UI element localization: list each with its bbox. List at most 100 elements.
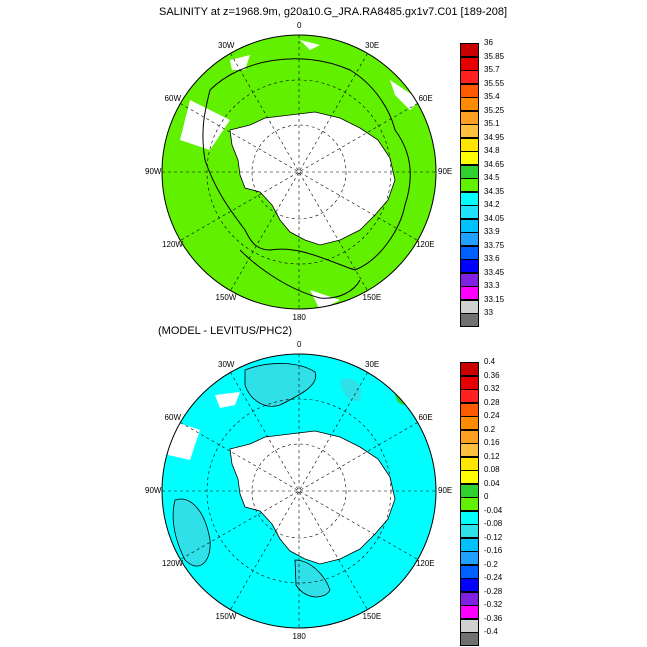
longitude-label: 90W [145, 486, 162, 495]
top-rim-patch [390, 80, 420, 110]
top-rim-patch [310, 290, 340, 309]
longitude-label: 30W [218, 359, 235, 369]
colorbar-swatch [460, 178, 479, 192]
colorbar-swatch [460, 497, 479, 511]
colorbar-label: -0.24 [484, 573, 503, 582]
bottom-coastline [229, 430, 396, 565]
longitude-label: 120E [415, 559, 435, 568]
colorbar-label: 34.65 [484, 159, 505, 169]
colorbar-swatch [460, 605, 479, 619]
bottom-contour [172, 498, 211, 567]
colorbar-label: 34.5 [484, 173, 500, 182]
colorbar-label: 34.95 [484, 132, 505, 142]
colorbar-swatch [460, 299, 479, 314]
longitude-label: 30E [365, 359, 380, 369]
colorbar-label: -0.08 [484, 519, 503, 528]
colorbar-label: 33.9 [484, 227, 500, 236]
colorbar-swatch [460, 137, 479, 152]
colorbar-label: -0.2 [484, 559, 498, 569]
colorbar-swatch [460, 362, 479, 376]
longitude-label: 120W [162, 240, 183, 249]
colorbar-swatch [460, 218, 479, 233]
bottom-patch-dark [173, 499, 211, 567]
colorbar-swatch [460, 56, 479, 71]
longitude-label: 30E [365, 40, 380, 50]
longitude-label: 0 [297, 21, 302, 30]
top-rim-patch [230, 55, 250, 70]
colorbar-swatch [460, 389, 479, 403]
colorbar-label: 35.55 [484, 78, 505, 88]
colorbar-label: 33.45 [484, 267, 505, 277]
colorbar-swatch [460, 43, 479, 57]
longitude-label: 90W [145, 167, 162, 176]
bottom-contour [244, 363, 317, 407]
colorbar-label: -0.32 [484, 600, 503, 609]
longitude-label: 60W [164, 413, 181, 422]
bottom-chart-title: (MODEL - LEVITUS/PHC2) [158, 325, 293, 337]
colorbar-label: 0.12 [484, 451, 500, 461]
longitude-label: 150W [215, 293, 237, 303]
longitude-label: 150E [362, 293, 382, 303]
colorbar-label: 0.04 [484, 478, 500, 488]
bottom-contour [294, 559, 331, 598]
colorbar-swatch [460, 245, 479, 260]
bottom-map-border [161, 353, 437, 629]
colorbar-label: 0 [484, 492, 489, 501]
colorbar-swatch [460, 272, 479, 287]
colorbar-label: 33 [484, 308, 493, 317]
colorbar-label: 33.6 [484, 254, 500, 263]
colorbar-label: -0.16 [484, 546, 503, 555]
colorbar-label: 36 [484, 38, 493, 47]
colorbar-swatch [460, 83, 479, 98]
colorbar-swatch [460, 259, 479, 273]
colorbar-label: -0.28 [484, 586, 503, 596]
colorbar-swatch [460, 524, 479, 538]
bottom-rim-patch [215, 392, 240, 408]
top-coastline [229, 111, 396, 246]
top-contour [239, 249, 361, 299]
longitude-label: 90E [438, 167, 453, 176]
top-map-border [161, 34, 437, 310]
colorbar-swatch [460, 551, 479, 565]
colorbar-swatch [460, 164, 479, 179]
top-map [162, 35, 436, 309]
longitude-label: 120E [415, 240, 435, 249]
colorbar-label: -0.04 [484, 505, 503, 515]
longitude-label: 60E [418, 413, 433, 422]
colorbar-label: 34.05 [484, 213, 505, 223]
colorbar-label: 0.4 [484, 357, 496, 366]
bottom-map [162, 354, 436, 628]
bottom-patch-dark [295, 560, 330, 597]
top-rim-patch [300, 40, 320, 50]
colorbar-swatch [460, 578, 479, 592]
colorbar-swatch [460, 286, 479, 300]
colorbar-swatch [460, 470, 479, 484]
colorbar-swatch [460, 618, 479, 633]
colorbar-swatch [460, 232, 479, 246]
colorbar-swatch [460, 313, 479, 327]
colorbar-label: -0.4 [484, 627, 498, 636]
colorbar-label: 34.2 [484, 200, 500, 209]
top-chart-title: SALINITY at z=1968.9m, g20a10.G_JRA.RA84… [159, 6, 508, 18]
colorbar-swatch [460, 151, 479, 165]
colorbar-swatch [460, 510, 479, 525]
colorbar-swatch [460, 537, 479, 552]
top-rim-patch [180, 100, 230, 150]
bottom-antarctica [230, 431, 395, 564]
colorbar-label: -0.36 [484, 613, 503, 623]
colorbar-label: 33.15 [484, 294, 505, 304]
colorbar-label: 0.28 [484, 397, 500, 407]
colorbar-label: 0.24 [484, 411, 500, 420]
colorbar-label: 35.85 [484, 51, 505, 61]
colorbar-swatch [460, 97, 479, 111]
colorbar-label: 0.16 [484, 438, 500, 447]
colorbar-swatch [460, 429, 479, 444]
colorbar-label: 0.36 [484, 370, 500, 380]
colorbar-swatch [460, 416, 479, 430]
longitude-label: 0 [297, 340, 302, 349]
colorbar-swatch [460, 443, 479, 457]
top-antarctica [230, 112, 395, 245]
colorbar-swatch [460, 632, 479, 646]
colorbar-label: 35.1 [484, 119, 500, 128]
